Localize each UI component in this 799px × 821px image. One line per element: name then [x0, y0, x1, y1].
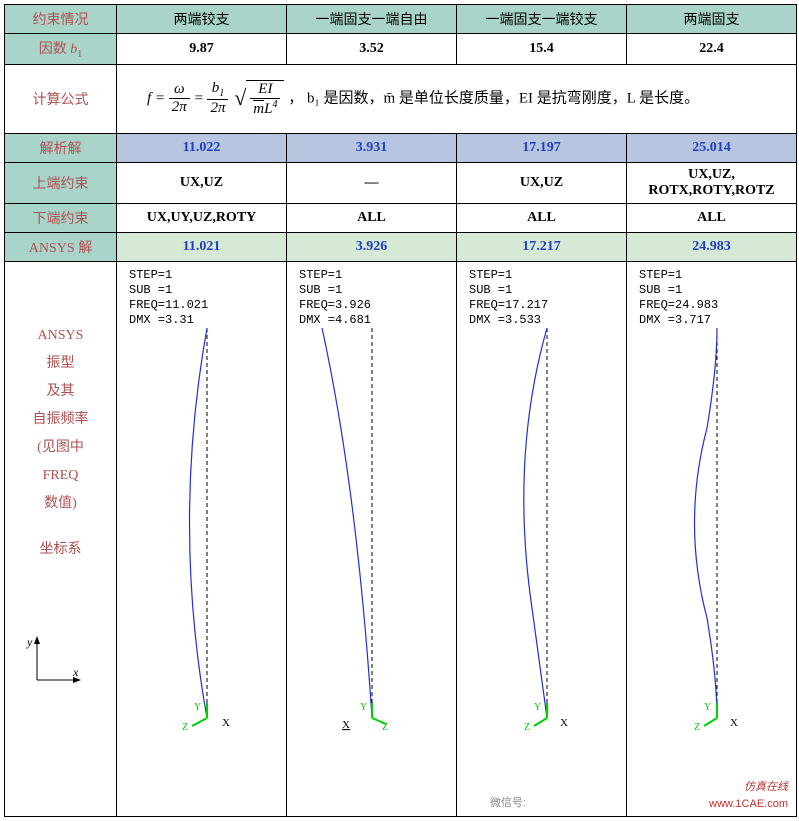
dl-4: (见图中 [7, 434, 114, 462]
d3-step: STEP=1 [469, 268, 622, 283]
top-4: UX,UZ, ROTX,ROTY,ROTZ [627, 162, 797, 203]
col-header-4: 两端固支 [627, 5, 797, 34]
analytic-3: 17.197 [457, 133, 627, 162]
svg-text:Y: Y [360, 702, 367, 713]
top-3: UX,UZ [457, 162, 627, 203]
col-header-1: 两端铰支 [117, 5, 287, 34]
bot-1: UX,UY,UZ,ROTY [117, 203, 287, 232]
factor-2: 3.52 [287, 34, 457, 65]
analytic-1: 11.022 [117, 133, 287, 162]
svg-text:Z: Z [524, 722, 530, 733]
factor-3: 15.4 [457, 34, 627, 65]
svg-text:Y: Y [194, 702, 201, 713]
row-header-top: 上端约束 [5, 162, 117, 203]
svg-text:Y: Y [704, 702, 711, 713]
diagram-cell-1: STEP=1 SUB =1 FREQ=11.021 DMX =3.31 Y Z … [117, 261, 287, 816]
svg-text:Y: Y [534, 702, 541, 713]
watermark-red: www.1CAE.com [709, 798, 788, 810]
svg-text:Z: Z [382, 722, 388, 733]
row-header-ansys: ANSYS 解 [5, 232, 117, 261]
svg-text:Z: Z [182, 722, 188, 733]
factor-1: 9.87 [117, 34, 287, 65]
svg-text:X: X [342, 719, 350, 731]
bot-4: ALL [627, 203, 797, 232]
bot-3: ALL [457, 203, 627, 232]
d1-sub: SUB =1 [129, 283, 282, 298]
row-header-analytic: 解析解 [5, 133, 117, 162]
diagram-cell-3: STEP=1 SUB =1 FREQ=17.217 DMX =3.533 Y Z… [457, 261, 627, 816]
dl-3: 自振频率 [7, 406, 114, 434]
top-2: — [287, 162, 457, 203]
d4-step: STEP=1 [639, 268, 792, 283]
d2-step: STEP=1 [299, 268, 452, 283]
mode-shape-2: Y Z X [292, 328, 452, 738]
ansys-2: 3.926 [287, 232, 457, 261]
d1-freq: FREQ=11.021 [129, 298, 282, 313]
coord-axes-icon: y x [25, 632, 85, 692]
formula-desc: ， b₁ 是因数，m̄ 是单位长度质量，EI 是抗弯刚度，L 是长度。 [288, 90, 699, 106]
ansys-3: 17.217 [457, 232, 627, 261]
d1-dmx: DMX =3.31 [129, 313, 282, 328]
diagram-cell-2: STEP=1 SUB =1 FREQ=3.926 DMX =4.681 Y Z … [287, 261, 457, 816]
d4-freq: FREQ=24.983 [639, 298, 792, 313]
row-header-diagram: ANSYS 振型 及其 自振频率 (见图中 FREQ 数值) 坐标系 y x [5, 261, 117, 816]
ansys-1: 11.021 [117, 232, 287, 261]
d4-sub: SUB =1 [639, 283, 792, 298]
svg-text:y: y [26, 635, 33, 649]
formula-cell: f = ω2π = b12π EImL4 ， b₁ 是因数，m̄ 是单位长度质量… [117, 64, 797, 133]
mode-shape-3: Y Z X [462, 328, 622, 738]
dl-2: 及其 [7, 378, 114, 406]
mode-shape-1: Y Z X [122, 328, 282, 738]
d2-sub: SUB =1 [299, 283, 452, 298]
dl-8: 坐标系 [7, 536, 114, 564]
dl-6: 数值) [7, 490, 114, 518]
d4-dmx: DMX =3.717 [639, 313, 792, 328]
d3-dmx: DMX =3.533 [469, 313, 622, 328]
svg-text:X: X [560, 717, 568, 729]
row-header-constraint: 约束情况 [5, 5, 117, 34]
d3-sub: SUB =1 [469, 283, 622, 298]
d1-step: STEP=1 [129, 268, 282, 283]
svg-text:X: X [222, 717, 230, 729]
watermark-grey: 微信号: [490, 794, 526, 810]
watermark-red2: 仿真在线 [744, 778, 788, 794]
ansys-4: 24.983 [627, 232, 797, 261]
col-header-3: 一端固支一端铰支 [457, 5, 627, 34]
d3-freq: FREQ=17.217 [469, 298, 622, 313]
diagram-cell-4: STEP=1 SUB =1 FREQ=24.983 DMX =3.717 Y Z… [627, 261, 797, 816]
col-header-2: 一端固支一端自由 [287, 5, 457, 34]
mode-shape-4: Y Z X [632, 328, 792, 738]
svg-text:x: x [72, 665, 79, 679]
dl-1: 振型 [7, 350, 114, 378]
dl-5: FREQ [7, 462, 114, 490]
bot-2: ALL [287, 203, 457, 232]
factor-4: 22.4 [627, 34, 797, 65]
row-header-bot: 下端约束 [5, 203, 117, 232]
svg-text:Z: Z [694, 722, 700, 733]
row-header-formula: 计算公式 [5, 64, 117, 133]
analytic-2: 3.931 [287, 133, 457, 162]
d2-freq: FREQ=3.926 [299, 298, 452, 313]
analytic-4: 25.014 [627, 133, 797, 162]
svg-text:X: X [730, 717, 738, 729]
row-header-factor: 因数 b1 [5, 34, 117, 65]
d2-dmx: DMX =4.681 [299, 313, 452, 328]
top-1: UX,UZ [117, 162, 287, 203]
dl-0: ANSYS [7, 322, 114, 350]
